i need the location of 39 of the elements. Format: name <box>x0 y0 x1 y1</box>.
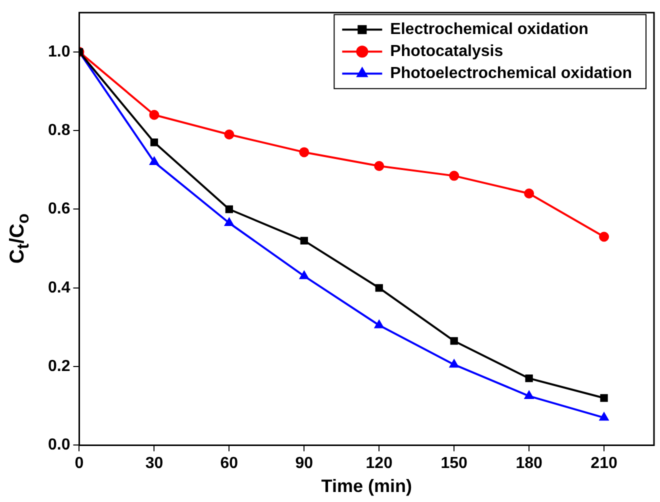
point <box>375 284 383 292</box>
x-tick-label: 60 <box>220 455 238 472</box>
point <box>524 188 534 199</box>
point <box>300 236 308 245</box>
x-tick-label: 180 <box>516 455 542 472</box>
x-tick-label: 30 <box>145 455 164 472</box>
point <box>374 320 384 328</box>
point <box>149 110 160 120</box>
point <box>150 138 158 146</box>
y-tick-label: 0.4 <box>48 279 70 296</box>
x-tick-label: 90 <box>295 455 314 472</box>
point <box>300 271 309 280</box>
legend-label: Photoelectrochemical oxidation <box>390 65 632 82</box>
point <box>525 374 533 382</box>
y-tick-label: 0.8 <box>48 122 70 139</box>
y-tick-label: 0.0 <box>48 436 70 454</box>
legend-label: Photocatalysis <box>390 43 504 60</box>
point <box>374 160 384 171</box>
point <box>450 337 458 345</box>
point <box>224 130 234 140</box>
point <box>449 170 460 181</box>
y-tick-label: 1.0 <box>48 43 70 60</box>
x-tick-label: 150 <box>440 455 468 472</box>
y-tick-label: 0.2 <box>48 358 70 375</box>
point <box>299 147 310 158</box>
point <box>150 157 159 166</box>
point <box>224 218 234 226</box>
x-axis-title: Time (min) <box>321 476 412 496</box>
x-tick-label: 0 <box>74 455 84 472</box>
x-tick-label: 210 <box>590 455 618 472</box>
point <box>225 205 234 214</box>
point <box>600 394 608 402</box>
y-tick-label: 0.6 <box>48 200 70 218</box>
point <box>524 391 534 400</box>
point <box>600 412 608 421</box>
point <box>450 360 459 368</box>
x-tick-label: 120 <box>366 455 393 472</box>
legend-label: Electrochemical oxidation <box>390 21 588 38</box>
point <box>599 232 610 242</box>
